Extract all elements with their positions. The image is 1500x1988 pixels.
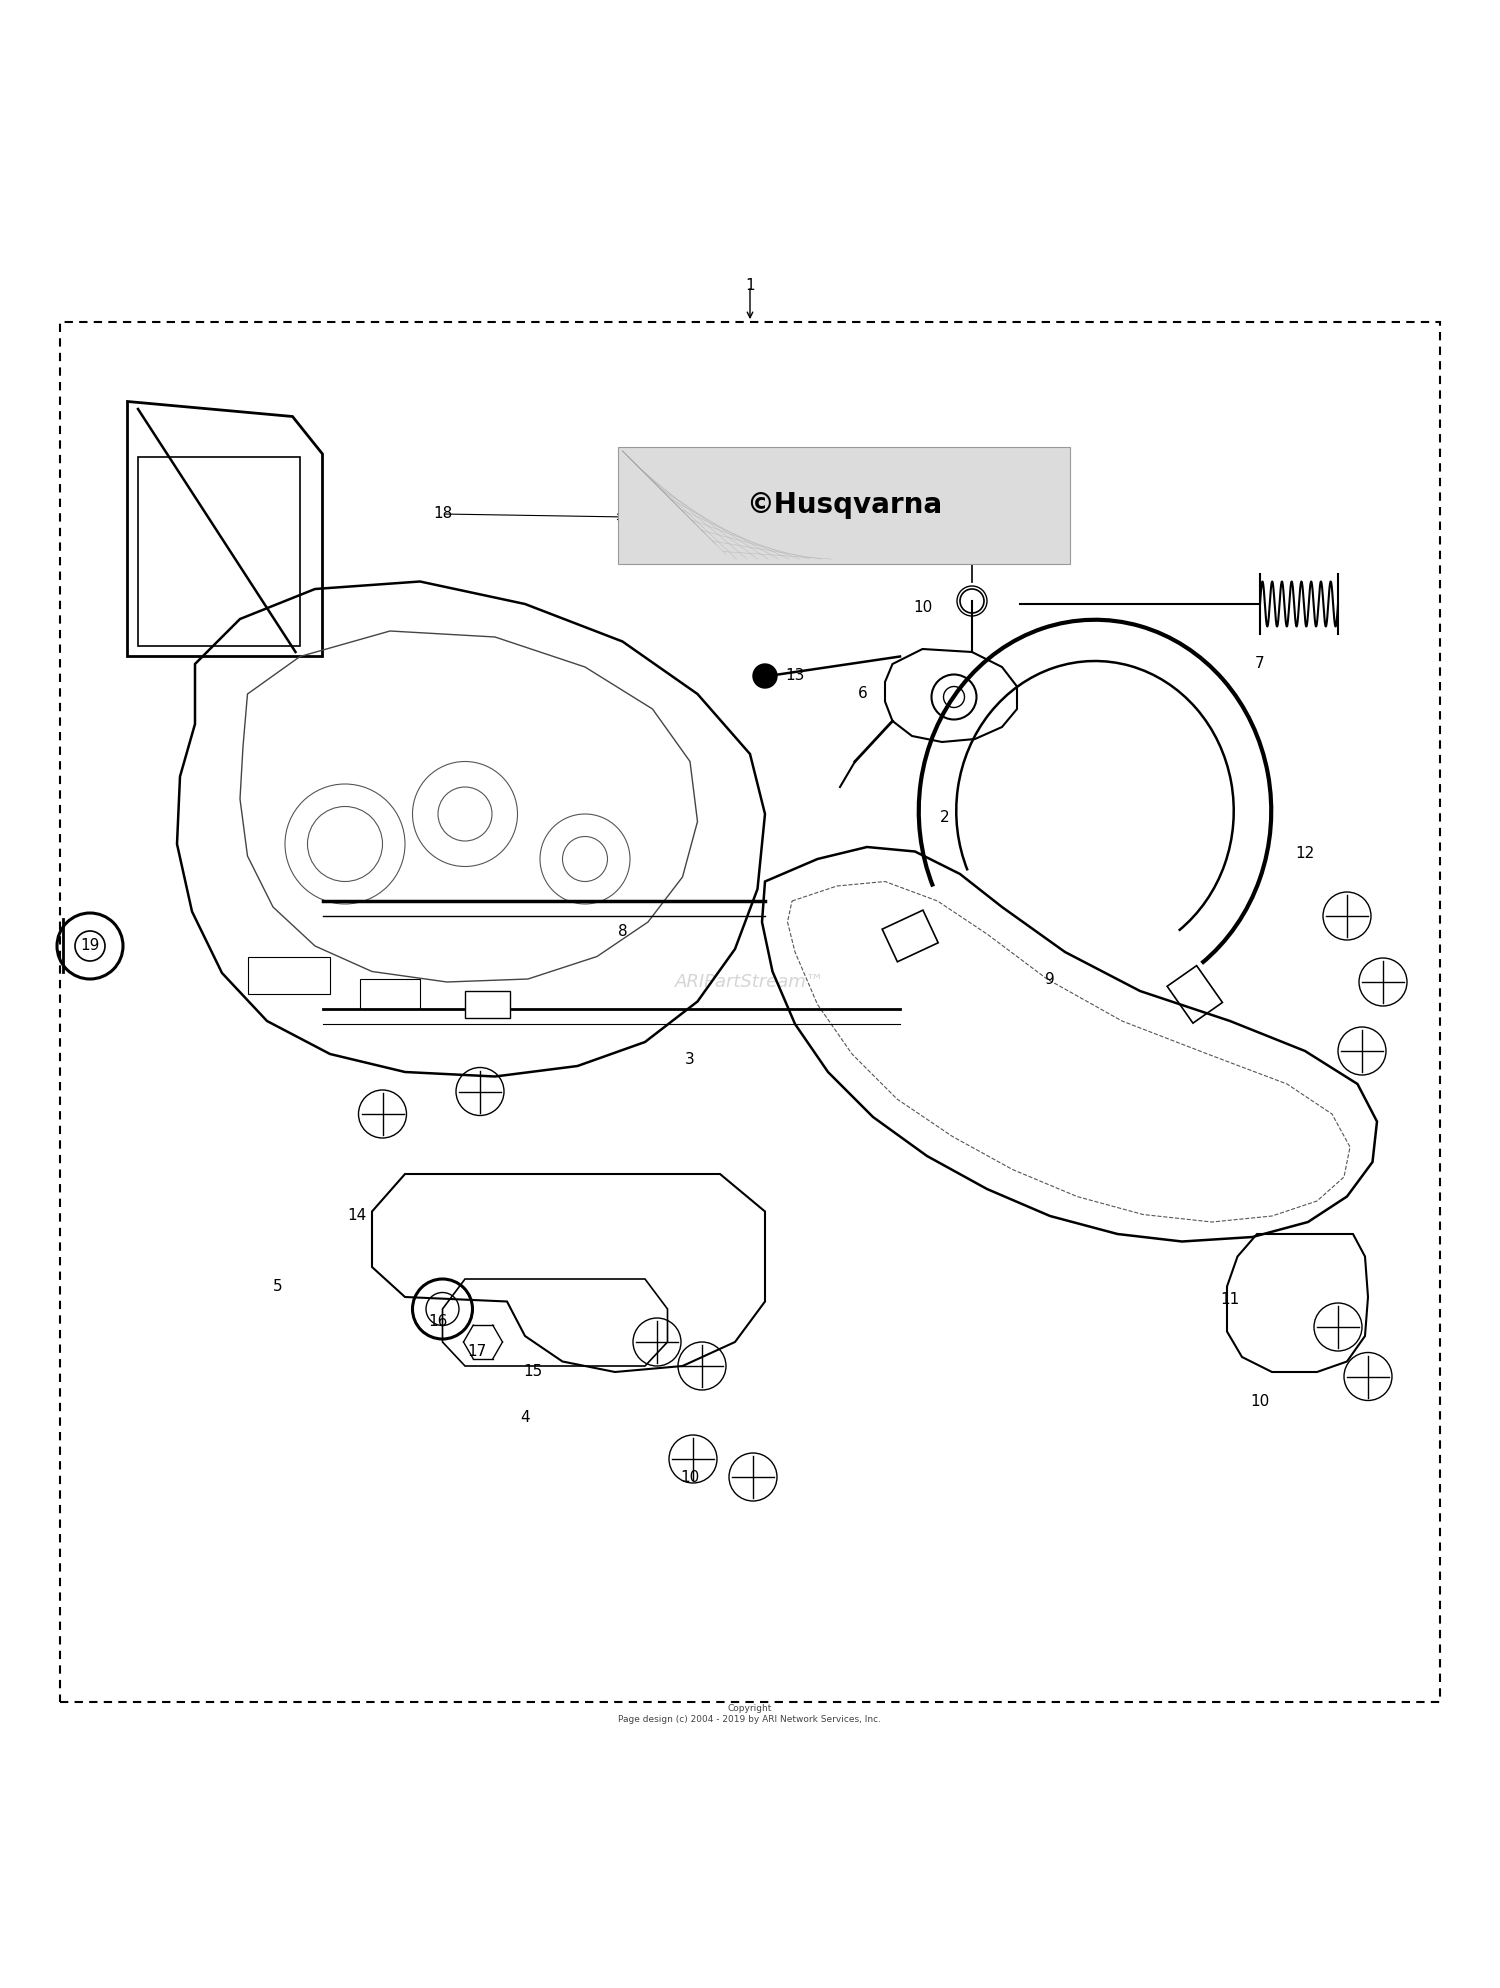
Text: 15: 15	[524, 1364, 542, 1380]
Text: 10: 10	[914, 600, 932, 614]
Text: 9: 9	[1046, 972, 1054, 986]
FancyBboxPatch shape	[618, 447, 1070, 563]
Text: ©Husqvarna: ©Husqvarna	[747, 491, 942, 519]
Bar	[882, 911, 938, 962]
Text: 19: 19	[81, 938, 99, 954]
Text: Copyright
Page design (c) 2004 - 2019 by ARI Network Services, Inc.: Copyright Page design (c) 2004 - 2019 by…	[618, 1704, 882, 1724]
Text: 5: 5	[273, 1278, 282, 1294]
Bar	[248, 956, 330, 994]
Bar	[1167, 966, 1222, 1024]
Circle shape	[753, 664, 777, 688]
Text: 11: 11	[1221, 1292, 1239, 1308]
Text: 3: 3	[686, 1052, 694, 1068]
Text: 10: 10	[1251, 1394, 1269, 1409]
Text: 4: 4	[520, 1409, 530, 1425]
Text: 10: 10	[681, 1469, 699, 1485]
Bar	[465, 990, 510, 1018]
Text: 8: 8	[618, 924, 627, 938]
Text: 6: 6	[858, 686, 867, 702]
Text: 14: 14	[348, 1209, 366, 1223]
Bar	[360, 978, 420, 1010]
Text: 7: 7	[1256, 656, 1264, 672]
Text: 18: 18	[433, 507, 451, 521]
Text: 17: 17	[468, 1344, 486, 1358]
Text: 12: 12	[1296, 845, 1314, 861]
Text: 2: 2	[940, 809, 950, 825]
Text: 16: 16	[429, 1314, 447, 1328]
Text: 1: 1	[746, 278, 754, 294]
Text: 13: 13	[786, 668, 804, 684]
Text: ARIPartStream™: ARIPartStream™	[675, 972, 825, 990]
